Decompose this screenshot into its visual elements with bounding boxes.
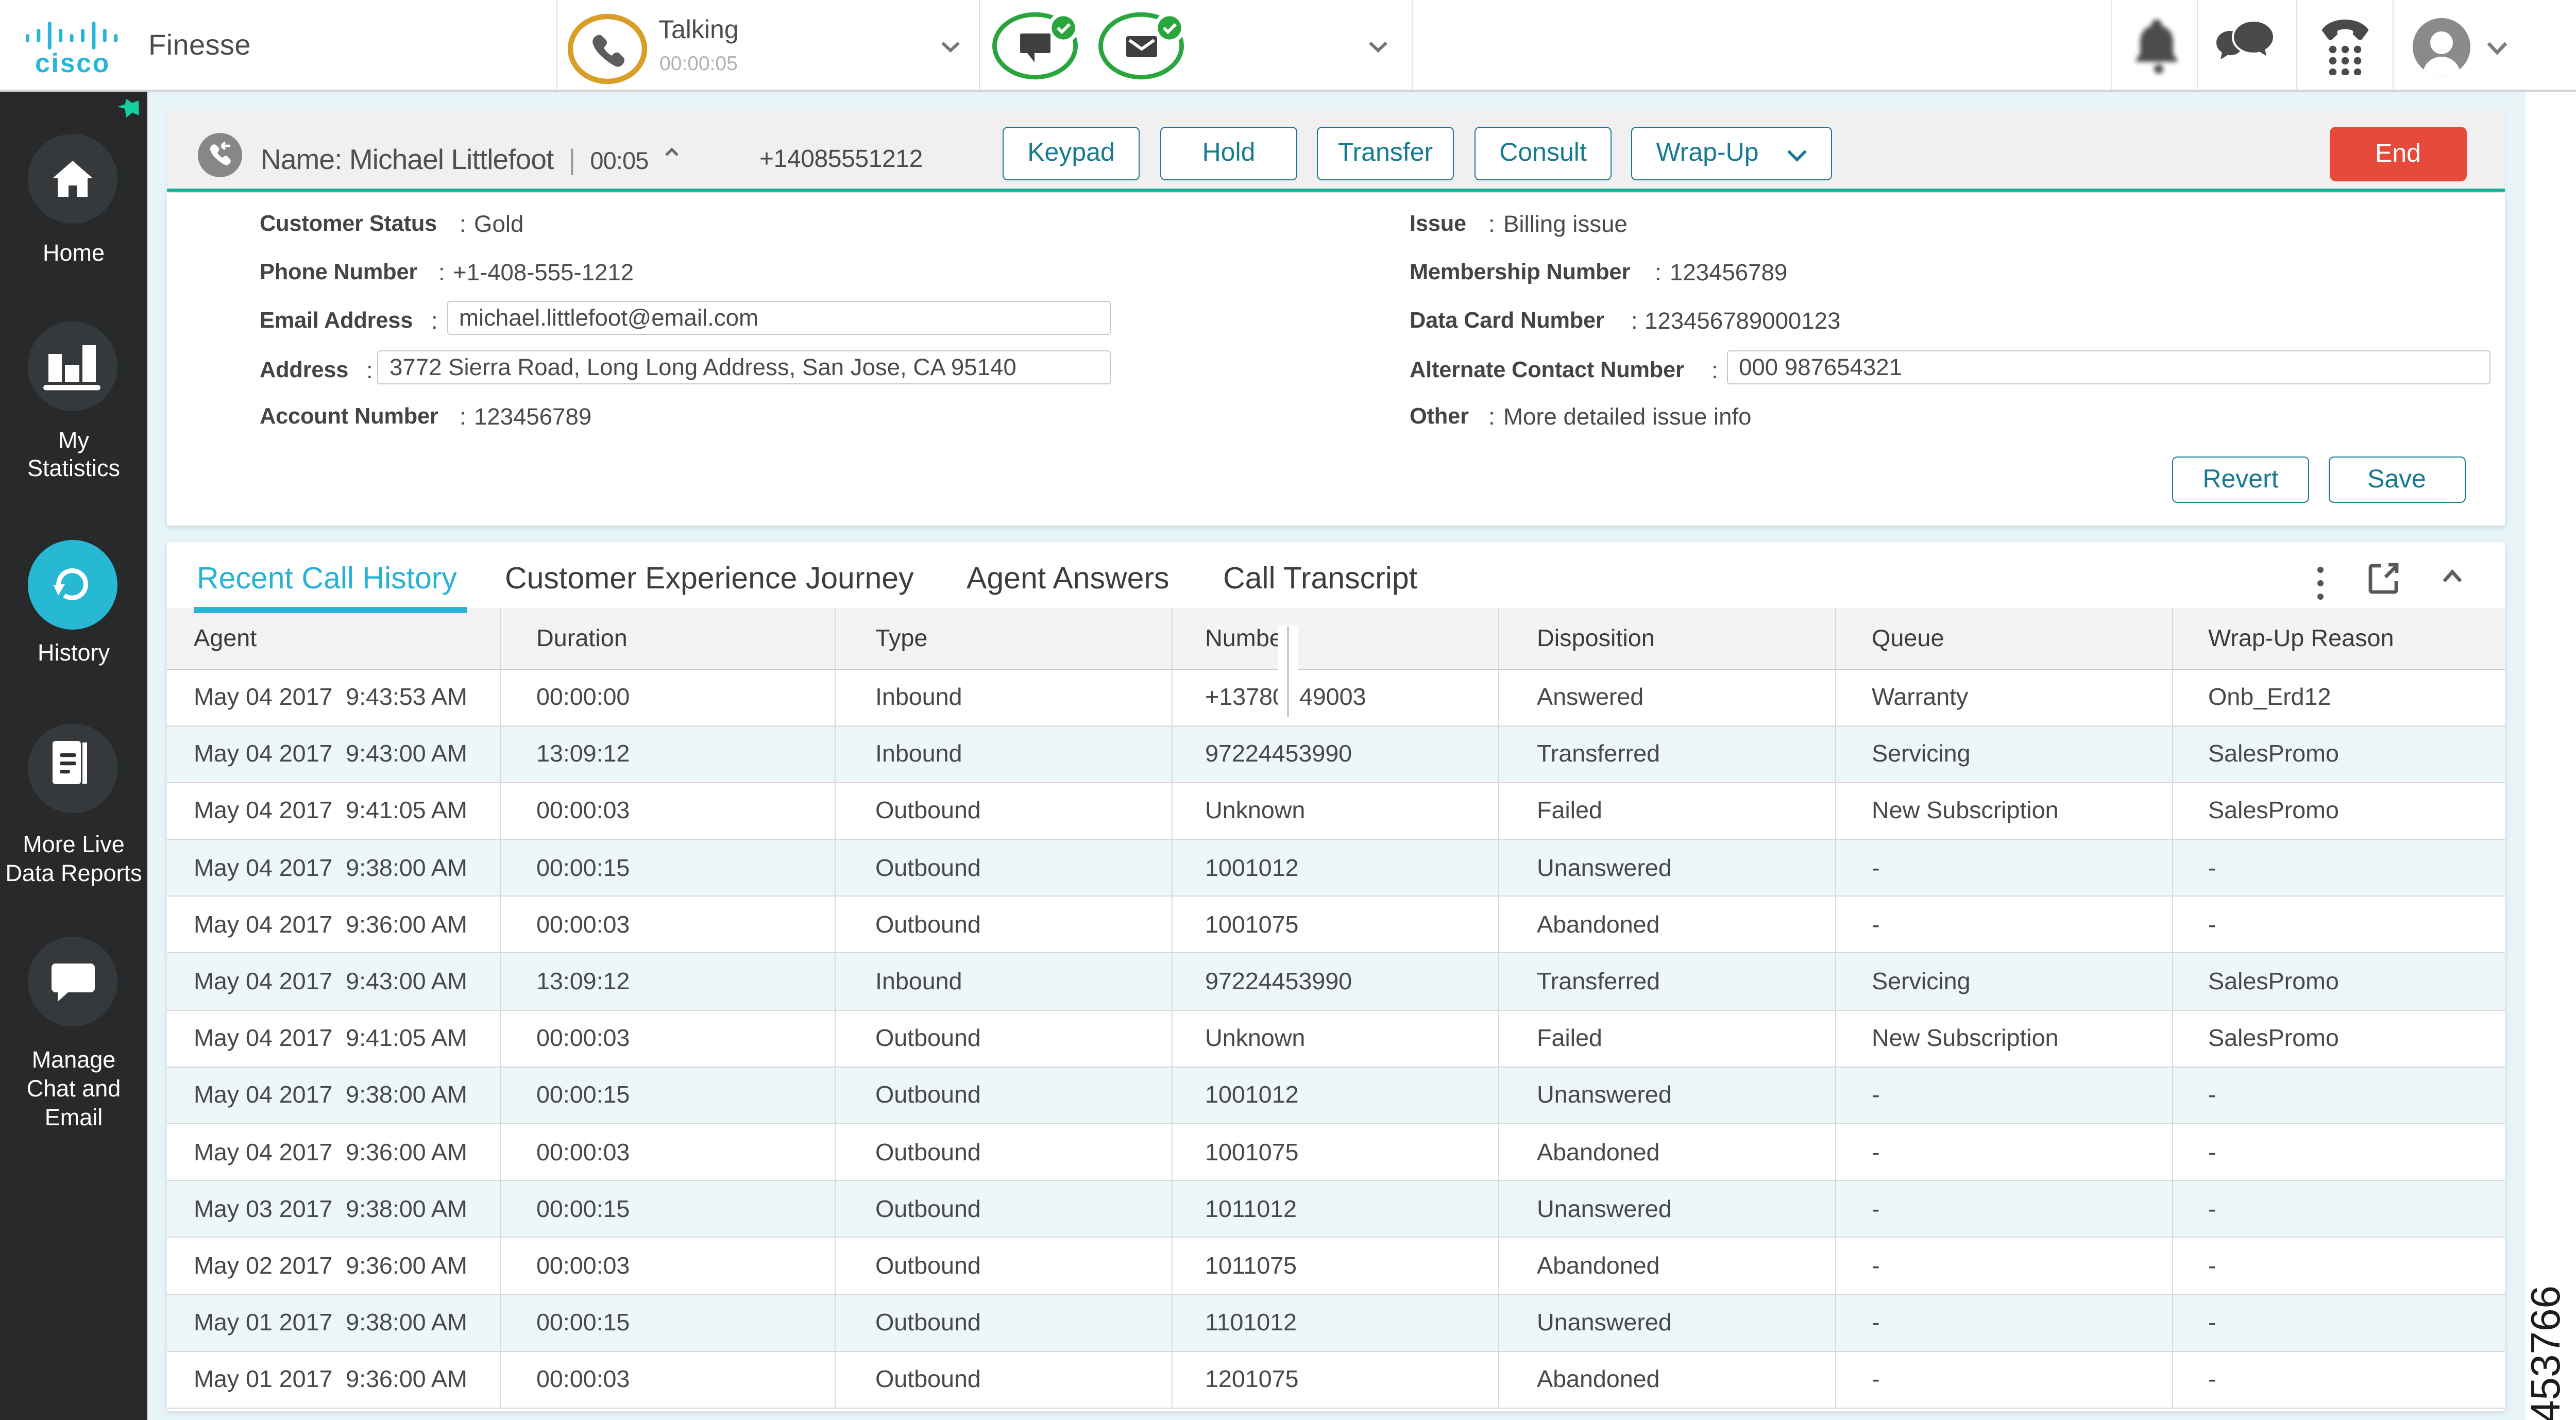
svg-text:cisco: cisco <box>35 48 110 73</box>
